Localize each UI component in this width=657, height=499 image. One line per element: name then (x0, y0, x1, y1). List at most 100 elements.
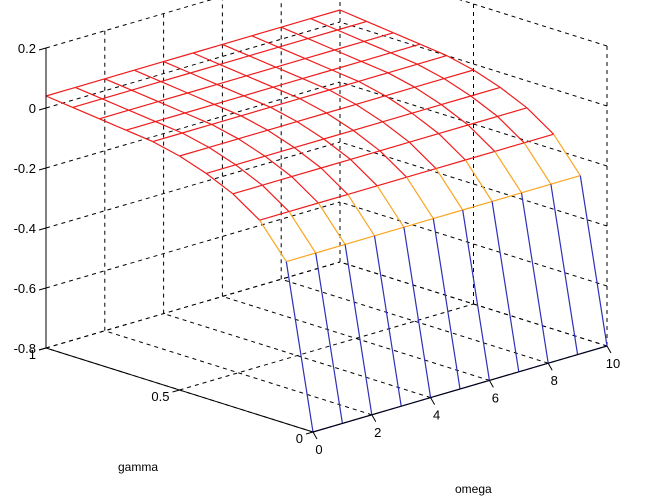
surface-edge (275, 58, 306, 68)
surface-edge (155, 121, 183, 134)
grid-line (45, 81, 341, 169)
surface-edge (553, 133, 581, 176)
surface-edge (214, 103, 242, 117)
surface-edge (133, 69, 162, 83)
surface-edge (373, 235, 402, 407)
surface-edge (299, 98, 327, 114)
surface-edge (320, 158, 351, 169)
surface-edge (355, 103, 383, 123)
surface-edge (272, 86, 301, 100)
surface-edge (232, 193, 261, 221)
surface-edge (550, 184, 579, 355)
surface-edge (524, 133, 554, 144)
surface-edge (470, 95, 498, 117)
surface-edge (182, 123, 212, 134)
surface-edge (246, 75, 274, 88)
surface-edge (275, 66, 303, 80)
surface-edge (550, 175, 581, 185)
z-tick-mark (38, 47, 47, 51)
surface-edge (264, 155, 293, 178)
surface-edge (499, 86, 528, 109)
surface-edge (526, 107, 555, 135)
surface-edge (355, 95, 386, 105)
surface-edge (446, 55, 474, 71)
surface-edge (464, 159, 493, 202)
surface-edge (152, 132, 183, 143)
grid-line (45, 201, 341, 289)
surface-edge (163, 52, 194, 63)
surface-edge (467, 115, 498, 126)
surface-edge (361, 60, 389, 74)
surface-edge (435, 168, 464, 211)
surface-edge (184, 103, 215, 114)
surface-edge (339, 9, 367, 22)
surface-edge (187, 83, 218, 94)
surface-edge (206, 164, 236, 174)
surface-edge (379, 141, 410, 152)
z-tick-label: 0 (29, 101, 36, 116)
x-tick-label: 10 (606, 356, 620, 371)
surface-edge (462, 209, 490, 381)
surface-edge (318, 193, 348, 204)
surface-edge (75, 86, 103, 100)
surface-edge (441, 95, 471, 106)
surface-edge (286, 252, 316, 263)
grid-line (459, 0, 608, 47)
surface-edge (408, 141, 437, 170)
surface-edge (270, 106, 298, 123)
surface-edge (390, 52, 418, 65)
y-tick-mark (172, 389, 180, 393)
surface-edge (337, 29, 365, 42)
surface-edge (331, 69, 359, 82)
surface-edge (299, 89, 330, 100)
surface-edge (441, 104, 469, 126)
surface-edge (366, 20, 394, 34)
surface-edge (294, 147, 322, 169)
x-tick-label: 2 (374, 425, 381, 440)
surface-edge (414, 86, 442, 106)
x-tick-mark (488, 380, 494, 388)
surface-edge (302, 69, 333, 80)
surface-edge (208, 146, 236, 166)
surface-edge (155, 112, 186, 123)
surface-edge (347, 194, 376, 237)
surface-edge (285, 261, 314, 433)
surface-edge (521, 183, 552, 194)
surface-edge (417, 55, 447, 65)
surface-edge (291, 167, 322, 178)
surface-edge (211, 115, 242, 125)
surface-edge (251, 26, 282, 37)
surface-edge (99, 118, 127, 131)
surface-edge (278, 38, 309, 48)
surface-edge (181, 132, 210, 148)
x-tick-mark (312, 431, 318, 440)
surface-edge (211, 123, 239, 140)
surface-edge (259, 219, 287, 262)
surface-edge (163, 61, 191, 74)
surface-edge (243, 86, 274, 97)
z-tick-mark (38, 287, 47, 291)
surface-edge (219, 63, 247, 77)
surface-edge (497, 107, 528, 117)
surface-edge (390, 43, 421, 54)
surface-edge (414, 78, 445, 88)
surface-edge (465, 150, 495, 161)
surface-edge (187, 92, 215, 105)
surface-edge (190, 72, 218, 85)
surface-edge (179, 146, 210, 157)
surface-edge (304, 58, 333, 71)
surface-edge (363, 40, 391, 54)
surface-edge (246, 66, 276, 77)
surface-edge (337, 20, 367, 31)
surface-edge (523, 142, 552, 185)
surface-edge (382, 121, 410, 143)
surface-edge (296, 121, 325, 140)
surface-edge (473, 69, 501, 88)
surface-edge (208, 138, 239, 148)
surface-edge (352, 129, 381, 152)
surface-edge (443, 69, 474, 80)
surface-edge (251, 35, 279, 48)
x-axis-label: omega (455, 482, 492, 496)
surface-edge (125, 121, 156, 131)
surface-edge (101, 89, 132, 100)
